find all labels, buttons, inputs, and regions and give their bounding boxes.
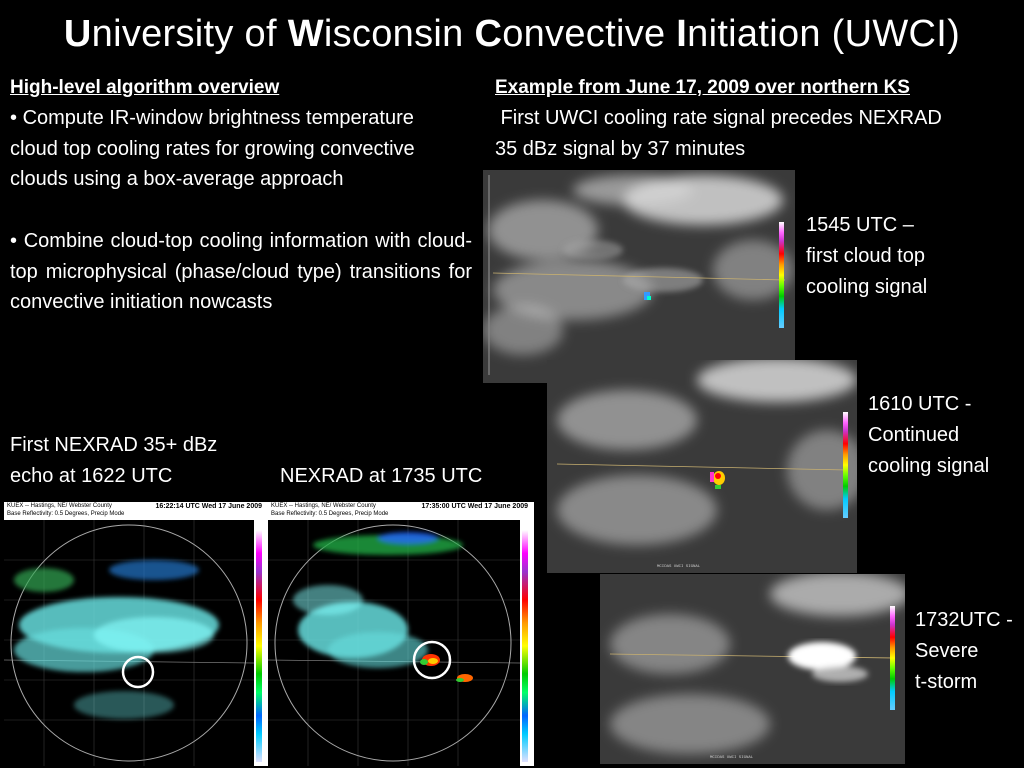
svg-text:MCIDAS UWCI SIGNAL: MCIDAS UWCI SIGNAL (710, 756, 754, 760)
nexrad-image-1735: KUEX -- Hastings, NE/ Webster County 17:… (268, 502, 534, 766)
satellite-image-1545: MCIDAS UWCI SIGNAL (483, 170, 795, 383)
algorithm-overview-heading: High-level algorithm overview (10, 77, 280, 98)
colorbar (779, 222, 784, 328)
svg-text:MCIDAS UWCI SIGNAL: MCIDAS UWCI SIGNAL (657, 565, 701, 569)
caption-1732: 1732UTC - Severe t-storm (915, 609, 1013, 693)
highlight-circle (121, 655, 155, 689)
caption-nexrad-1622: First NEXRAD 35+ dBz echo at 1622 UTC (10, 434, 218, 487)
radar-header: KUEX -- Hastings, NE/ Webster County 16:… (4, 502, 268, 520)
highlight-circle (412, 640, 452, 680)
caption-nexrad-1735: NEXRAD at 1735 UTC (280, 465, 483, 487)
example-line-1: First UWCI cooling rate signal precedes … (495, 107, 942, 129)
bullet-2: • Combine cloud-top cooling information … (10, 230, 472, 313)
radar-header: KUEX -- Hastings, NE/ Webster County 17:… (268, 502, 534, 520)
satellite-image-1610: MCIDAS UWCI SIGNAL (547, 360, 857, 573)
example-heading: Example from June 17, 2009 over northern… (495, 77, 910, 98)
caption-1545: 1545 UTC – first cloud top cooling signa… (806, 214, 928, 298)
bullet-1: • Compute IR-window brightness temperatu… (10, 107, 415, 190)
example-line-2: 35 dBz signal by 37 minutes (495, 138, 746, 160)
satellite-image-1732: MCIDAS UWCI SIGNAL (600, 574, 905, 764)
nexrad-image-1622: KUEX -- Hastings, NE/ Webster County 16:… (4, 502, 268, 766)
dbz-scale (520, 520, 534, 766)
dbz-scale (254, 520, 268, 766)
slide-title: University of Wisconsin Convective Initi… (63, 13, 961, 55)
colorbar (843, 412, 848, 518)
caption-1610: 1610 UTC - Continued cooling signal (868, 393, 990, 477)
colorbar (890, 606, 895, 710)
